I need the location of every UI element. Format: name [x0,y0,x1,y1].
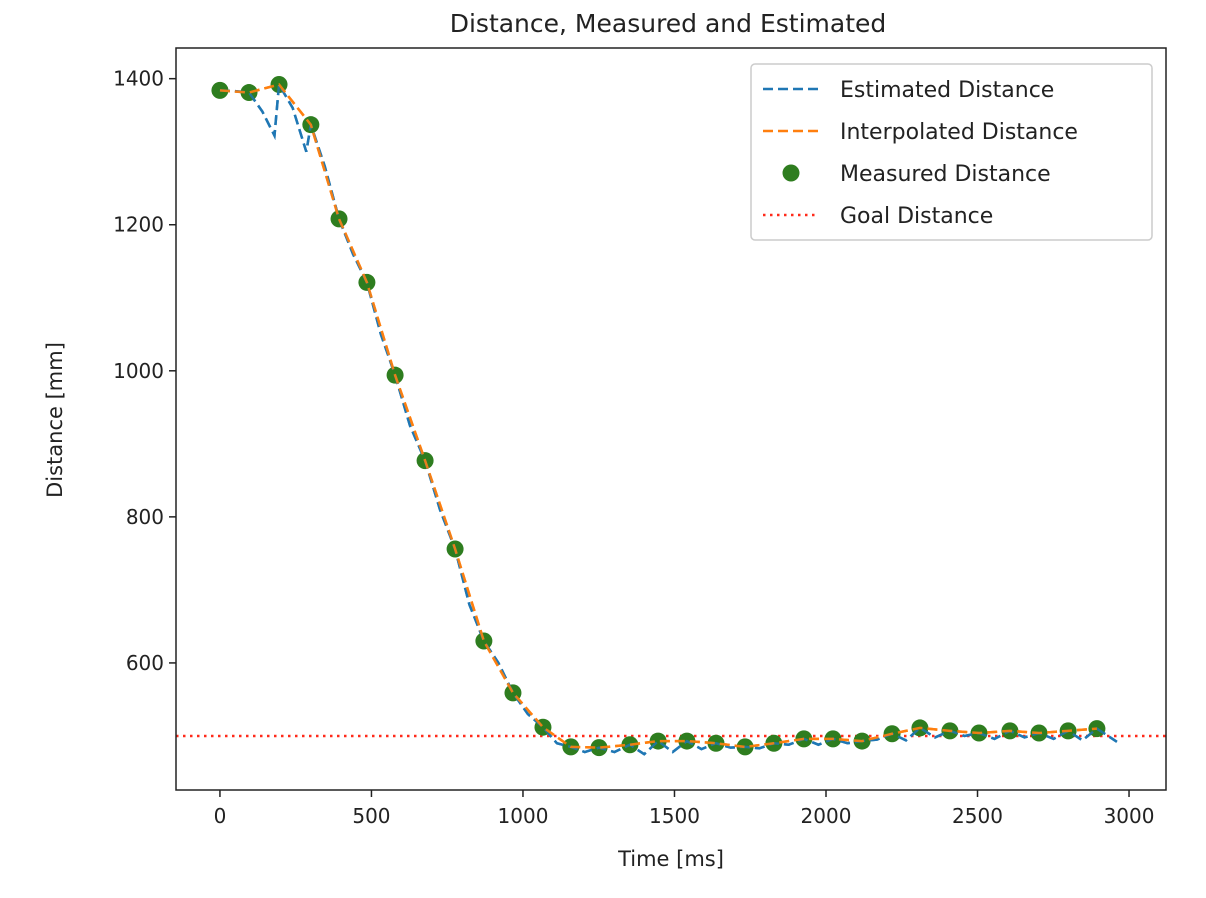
y-axis: 600 800 1000 1200 1400 [113,67,176,675]
x-axis-label: Time [ms] [617,847,724,871]
x-tick-label: 3000 [1104,804,1155,828]
legend-label: Measured Distance [840,162,1051,187]
legend-label: Interpolated Distance [840,120,1078,145]
legend: Estimated Distance Interpolated Distance M… [750,63,1153,241]
legend-label: Goal Distance [840,204,993,229]
plot-area [176,76,1166,757]
x-tick-label: 1500 [649,804,700,828]
x-tick-label: 2000 [801,804,852,828]
interpolated-distance-line-overlay [219,83,1098,749]
y-axis-label: Distance [mm] [43,342,67,498]
measured-distance-point [475,632,493,650]
legend-label: Estimated Distance [840,78,1054,103]
legend-box [750,63,1153,241]
y-tick-label: 1400 [113,67,164,91]
x-tick-label: 0 [214,804,227,828]
y-tick-label: 800 [126,505,164,529]
x-tick-label: 500 [352,804,390,828]
legend-marker-measured [782,164,800,182]
measured-distance-point [330,210,348,228]
chart-title: Distance, Measured and Estimated [450,9,887,38]
x-tick-label: 1000 [498,804,549,828]
y-tick-label: 600 [126,651,164,675]
x-tick-label: 2500 [952,804,1003,828]
y-tick-label: 1000 [113,359,164,383]
axes-frame [175,47,1167,791]
y-tick-label: 1200 [113,213,164,237]
x-axis: 0 500 1000 1500 2000 2500 3000 [214,790,1155,828]
